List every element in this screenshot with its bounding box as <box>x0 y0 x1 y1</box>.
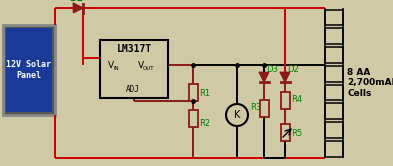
Circle shape <box>226 104 248 126</box>
Text: R3: R3 <box>250 103 261 113</box>
Text: IN: IN <box>113 66 119 71</box>
Text: R4: R4 <box>291 95 302 105</box>
Bar <box>189 110 198 126</box>
Bar <box>325 9 343 25</box>
Text: OUT: OUT <box>143 66 154 71</box>
Bar <box>3 25 55 115</box>
Text: K: K <box>234 110 240 120</box>
Text: 12V Solar
Panel: 12V Solar Panel <box>7 60 51 80</box>
Text: 8 AA
2,700mAh
Cells: 8 AA 2,700mAh Cells <box>347 68 393 98</box>
Text: D2: D2 <box>287 66 299 75</box>
Text: R2: R2 <box>199 119 210 127</box>
Polygon shape <box>259 73 268 82</box>
Bar <box>325 84 343 100</box>
Bar <box>281 124 290 140</box>
Text: ADJ: ADJ <box>126 85 140 94</box>
Text: R5: R5 <box>291 129 302 138</box>
Bar <box>6 28 52 112</box>
Text: V: V <box>138 61 144 71</box>
Bar <box>325 103 343 119</box>
Text: D1: D1 <box>69 0 83 3</box>
Bar <box>325 122 343 138</box>
Bar <box>259 99 268 117</box>
Bar <box>281 91 290 109</box>
Bar <box>325 141 343 157</box>
Bar <box>325 66 343 82</box>
Text: R1: R1 <box>199 89 210 98</box>
Polygon shape <box>281 73 290 82</box>
Bar <box>100 40 168 98</box>
Polygon shape <box>73 3 83 12</box>
Bar <box>325 28 343 44</box>
Bar <box>189 83 198 100</box>
Text: V: V <box>108 61 114 71</box>
Text: LM317T: LM317T <box>116 44 152 54</box>
Text: D3: D3 <box>266 66 278 75</box>
Bar <box>325 47 343 63</box>
